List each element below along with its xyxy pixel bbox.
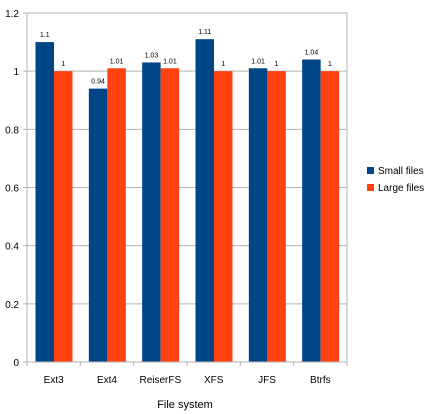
bar-btrfs-large-files [320,71,340,363]
data-label: 1.03 [145,52,159,59]
bar-jfs-large-files [267,71,286,363]
legend-label: Large files [378,183,424,194]
bar-xfs-large-files [214,71,233,363]
axes [23,12,348,366]
y-tick-label: 0.8 [5,125,19,136]
x-tick-label: Ext4 [97,375,117,386]
y-tick-label: 0.4 [5,242,19,253]
y-tick-label: 1 [13,67,19,78]
x-tick-label: XFS [204,375,224,386]
x-tick-label: JFS [258,375,276,386]
bar-ext4-small-files [88,88,108,362]
bars [35,39,340,363]
y-tick-label: 0.6 [5,184,19,195]
bar-xfs-small-files [195,39,214,363]
data-label: 1.01 [163,58,177,65]
y-tick-labels: 0 0.2 0.4 0.6 0.8 1 1.2 [5,9,19,369]
bar-reiserfs-large-files [160,68,180,362]
x-tick-labels: Ext3 Ext4 ReiserFS XFS JFS Btrfs [44,375,331,386]
legend-swatch [367,184,374,191]
grid-lines [27,12,347,305]
data-label: 1.1 [40,32,50,39]
x-axis-label: File system [157,399,213,411]
legend-swatch [367,167,374,174]
data-label: 0.94 [91,79,105,86]
data-label: 1 [275,61,279,68]
data-label: 1 [61,61,65,68]
data-label: 1 [221,61,225,68]
x-tick-label: Ext3 [44,375,64,386]
data-label: 1.04 [305,50,319,57]
y-tick-label: 0 [13,358,19,369]
y-tick-label: 0.2 [5,300,19,311]
legend-label: Small files [378,166,424,177]
x-tick-label: Btrfs [310,375,331,386]
data-label: 1 [328,61,332,68]
data-labels: 1.1 0.94 1.03 1.11 1.01 1.04 1 1.01 1.01 1 1 1 [40,29,332,85]
data-label: 1.01 [110,58,124,65]
bar-ext3-small-files [35,42,54,362]
legend: Small files Large files [367,166,424,194]
data-label: 1.11 [198,29,211,36]
bar-ext4-large-files [107,68,126,362]
bar-btrfs-small-files [302,59,321,363]
data-label: 1.01 [251,58,265,65]
x-tick-label: ReiserFS [139,375,181,386]
bar-reiserfs-small-files [142,62,161,363]
bar-ext3-large-files [54,71,73,363]
bar-jfs-small-files [248,68,268,362]
y-tick-label: 1.2 [5,9,19,20]
